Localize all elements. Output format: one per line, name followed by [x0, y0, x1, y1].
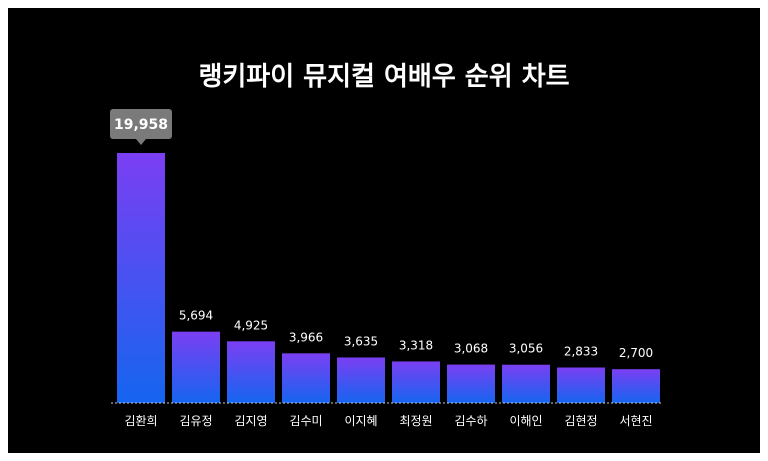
data-label-4: 3,635 [344, 334, 378, 348]
bar-6 [447, 364, 495, 403]
bar-4 [337, 357, 385, 403]
data-label-3: 3,966 [289, 330, 323, 344]
bar-1 [172, 331, 220, 403]
data-label-6: 3,068 [454, 342, 488, 356]
x-tick-label-1: 김유정 [179, 414, 212, 428]
value-callout-box [110, 109, 172, 139]
chart-frame: 랭키파이 뮤지컬 여배우 순위 차트 김환희 19,958 김유정 5,694 김지영 4… [8, 8, 760, 453]
bar-0 [117, 153, 165, 403]
x-tick-label-4: 이지혜 [344, 414, 377, 428]
bar-2 [227, 341, 275, 403]
data-label-2: 4,925 [234, 318, 268, 332]
data-label-8: 2,833 [564, 345, 598, 359]
data-label-1: 5,694 [179, 309, 213, 323]
x-tick-label-2: 김지영 [234, 414, 267, 428]
x-tick-label-5: 최정원 [399, 414, 432, 428]
x-tick-label-8: 김현정 [564, 414, 597, 428]
data-label-0: 19,958 [114, 117, 168, 133]
x-tick-label-9: 서현진 [619, 414, 652, 428]
bar-5 [392, 361, 440, 403]
x-tick-label-3: 김수미 [289, 414, 322, 428]
x-tick-label-6: 김수하 [454, 414, 487, 428]
data-label-7: 3,056 [509, 342, 543, 356]
bar-9 [612, 369, 660, 403]
data-label-5: 3,318 [399, 338, 433, 352]
bar-3 [282, 353, 330, 403]
bar-chart: 김환희 19,958 김유정 5,694 김지영 4,925 김수미 3,966 이지혜 3,63… [110, 109, 663, 428]
data-label-9: 2,700 [619, 346, 653, 360]
x-tick-label-7: 이해인 [509, 414, 542, 428]
x-tick-label-0: 김환희 [124, 414, 157, 428]
chart-title: 랭키파이 뮤지컬 여배우 순위 차트 [198, 62, 570, 92]
value-callout-pointer [136, 139, 146, 145]
bar-8 [557, 367, 605, 403]
bar-7 [502, 364, 550, 403]
